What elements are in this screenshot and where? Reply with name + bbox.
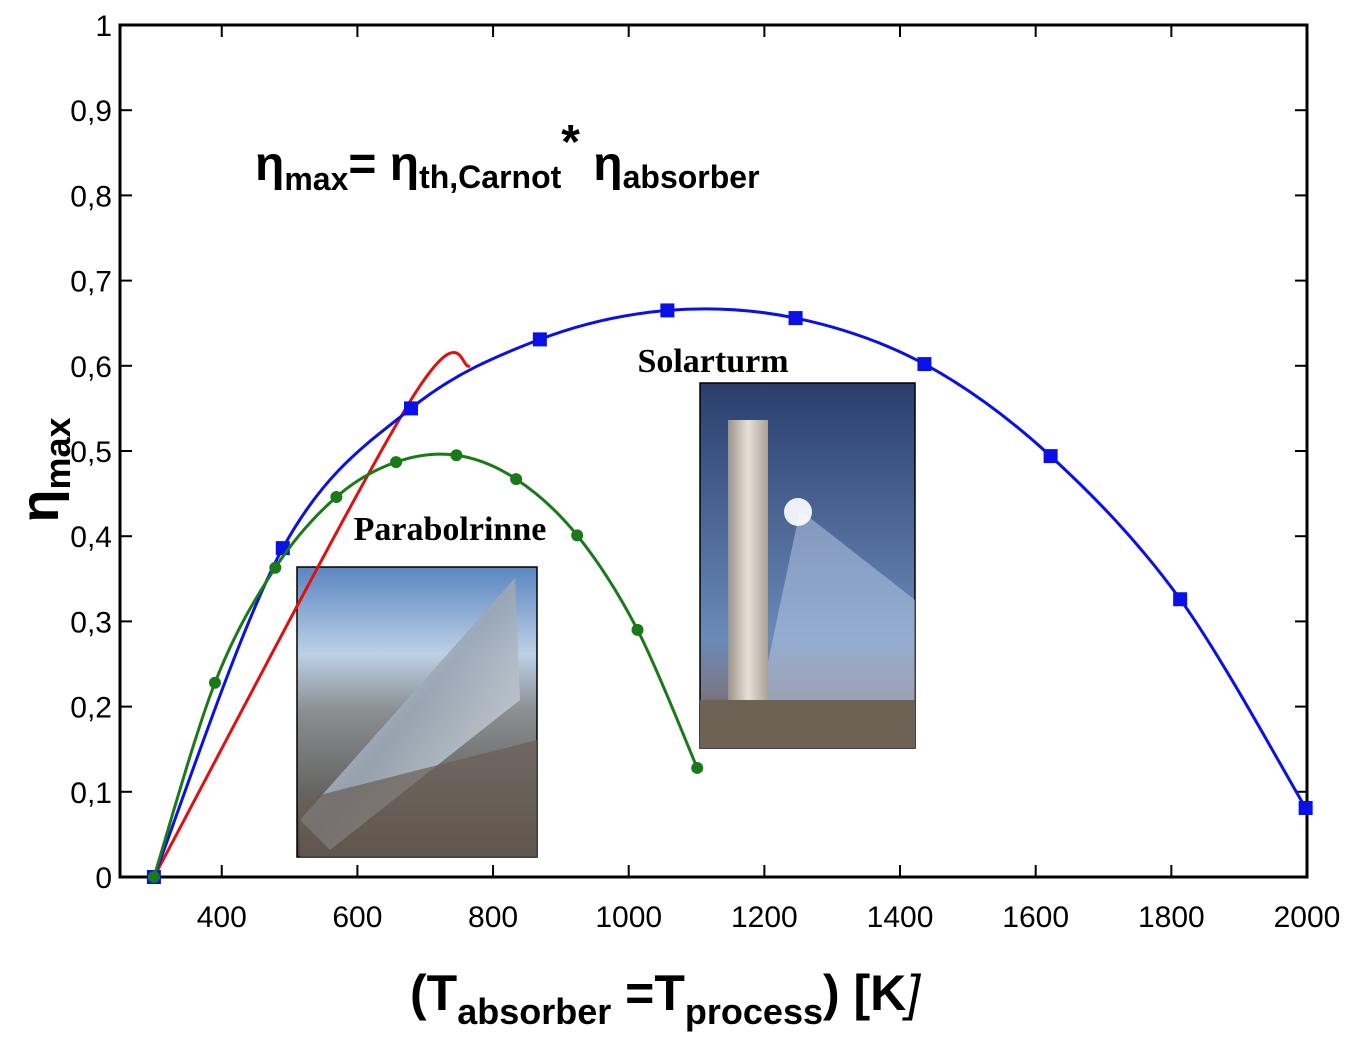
formula-part: = η <box>348 138 419 191</box>
marker <box>209 677 221 689</box>
y-tick-label: 0,6 <box>70 351 112 384</box>
x-axis-label: (Tabsorber =Tprocess) [K] <box>410 965 921 1032</box>
marker <box>660 303 674 317</box>
x-label-part: =T <box>611 965 685 1021</box>
y-label-part: η <box>10 490 70 523</box>
x-tick-label: 1800 <box>1138 901 1205 934</box>
chart: 400 600 800 1000 1200 1400 1600 1800 2000 0 0,1 0,2… <box>0 0 1352 1043</box>
annotation: Parabolrinne <box>354 511 547 548</box>
marker <box>533 332 547 346</box>
y-tick-label: 0,7 <box>70 266 112 299</box>
x-tick-label: 400 <box>197 901 247 934</box>
marker <box>1044 449 1058 463</box>
marker <box>330 491 342 503</box>
x-tick-label: 1200 <box>731 901 798 934</box>
marker <box>571 529 583 541</box>
x-label-part: process <box>685 991 823 1032</box>
x-tick-label: 800 <box>468 901 518 934</box>
marker <box>510 473 522 485</box>
x-tick-label: 1000 <box>595 901 662 934</box>
x-tick-label: 600 <box>332 901 382 934</box>
x-tick-label: 1400 <box>867 901 934 934</box>
formula: ηmax= ηth,Carnot* ηabsorber <box>255 116 760 197</box>
y-tick-label: 0,4 <box>70 521 112 554</box>
photo-parabolrinne <box>297 567 537 857</box>
formula-part: th,Carnot <box>419 159 562 195</box>
x-label-part: absorber <box>457 991 611 1032</box>
marker <box>1173 592 1187 606</box>
y-tick-label: 0,3 <box>70 606 112 639</box>
marker <box>1299 801 1313 815</box>
photo-solarturm <box>700 383 915 748</box>
y-tick-label: 0,8 <box>70 180 112 213</box>
marker <box>269 562 281 574</box>
y-tick-label: 0,2 <box>70 692 112 725</box>
x-tick-label: 2000 <box>1274 901 1341 934</box>
y-tick-label: 1 <box>95 10 112 43</box>
marker <box>789 311 803 325</box>
marker <box>917 357 931 371</box>
formula-part: η <box>580 138 623 191</box>
y-tick-label: 0,9 <box>70 95 112 128</box>
y-tick-label: 0,1 <box>70 777 112 810</box>
marker <box>691 762 703 774</box>
y-tick-label: 0 <box>95 862 112 895</box>
x-label-part: ) [K <box>823 965 906 1021</box>
x-label-part: (T <box>410 965 457 1021</box>
marker <box>632 624 644 636</box>
formula-part: * <box>561 116 580 169</box>
formula-part: η <box>255 138 284 191</box>
marker <box>390 456 402 468</box>
formula-part: max <box>284 161 348 197</box>
marker <box>148 871 160 883</box>
x-tick-label: 1600 <box>1002 901 1069 934</box>
marker <box>450 449 462 461</box>
annotation: Solarturm <box>637 343 788 380</box>
y-axis-label: ηmax <box>10 417 78 522</box>
formula-part: absorber <box>623 159 760 195</box>
y-label-part: max <box>37 417 78 489</box>
marker <box>404 401 418 415</box>
